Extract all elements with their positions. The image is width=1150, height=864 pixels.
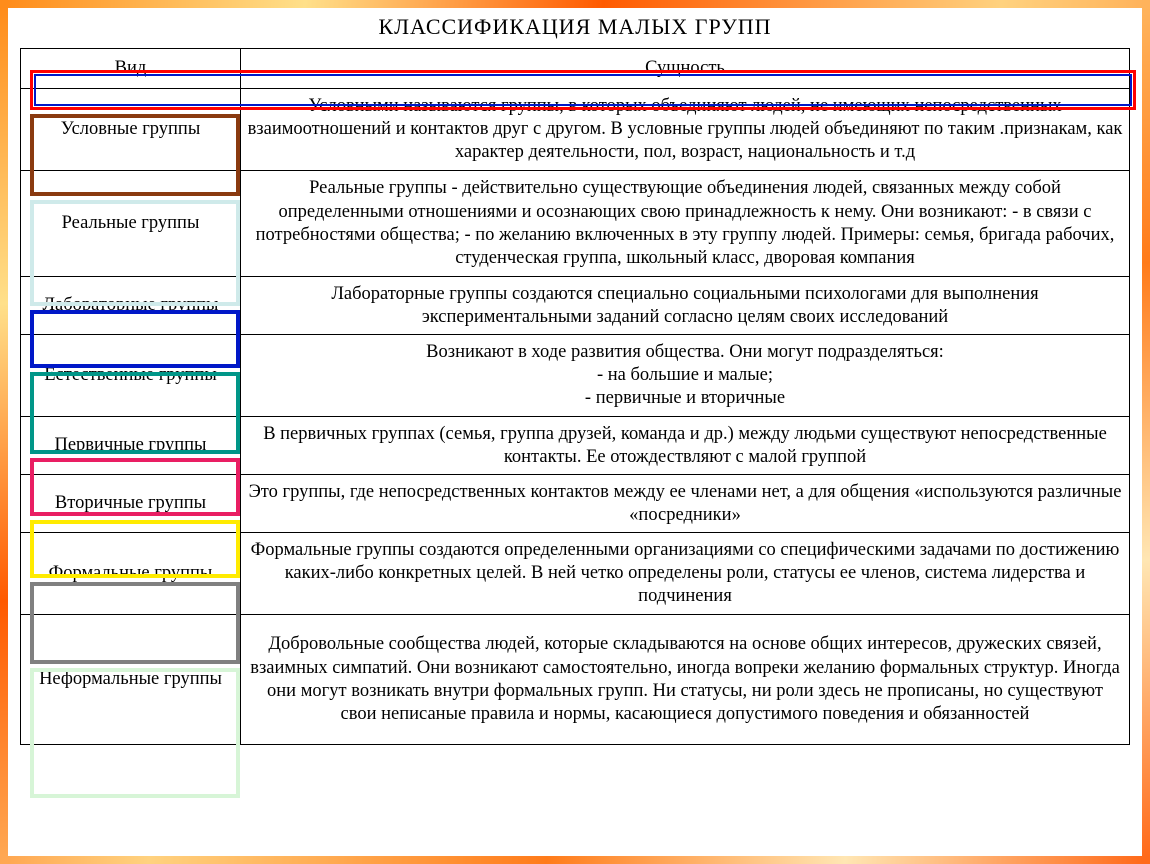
- cell-desc: Это группы, где непосредственных контакт…: [241, 475, 1130, 533]
- slide: КЛАССИФИКАЦИЯ МАЛЫХ ГРУПП Вид Сущность У…: [0, 0, 1150, 864]
- table-row: Вторичные группыЭто группы, где непосред…: [21, 475, 1130, 533]
- cell-kind: Вторичные группы: [21, 475, 241, 533]
- table-row: Первичные группыВ первичных группах (сем…: [21, 417, 1130, 475]
- cell-kind: Реальные группы: [21, 171, 241, 277]
- cell-kind: Неформальные группы: [21, 615, 241, 745]
- cell-desc: Реальные группы - действительно существу…: [241, 171, 1130, 277]
- cell-desc: Лабораторные группы создаются специально…: [241, 277, 1130, 335]
- table-row: Реальные группыРеальные группы - действи…: [21, 171, 1130, 277]
- cell-desc: Условными называются группы, в которых о…: [241, 89, 1130, 171]
- header-essence: Сущность: [241, 49, 1130, 89]
- table-row: Условные группыУсловными называются груп…: [21, 89, 1130, 171]
- page-title: КЛАССИФИКАЦИЯ МАЛЫХ ГРУПП: [8, 14, 1142, 40]
- cell-desc: В первичных группах (семья, группа друзе…: [241, 417, 1130, 475]
- cell-desc: Формальные группы создаются определенным…: [241, 533, 1130, 615]
- cell-desc: Возникают в ходе развития общества. Они …: [241, 335, 1130, 417]
- table-row: Формальные группыФормальные группы созда…: [21, 533, 1130, 615]
- classification-table: Вид Сущность Условные группыУсловными на…: [20, 48, 1130, 745]
- table-row: Неформальные группыДобровольные сообщест…: [21, 615, 1130, 745]
- cell-kind: Первичные группы: [21, 417, 241, 475]
- table-wrap: Вид Сущность Условные группыУсловными на…: [8, 48, 1142, 757]
- cell-kind: Естественные группы: [21, 335, 241, 417]
- table-row: Лабораторные группыЛабораторные группы с…: [21, 277, 1130, 335]
- cell-kind: Формальные группы: [21, 533, 241, 615]
- cell-kind: Лабораторные группы: [21, 277, 241, 335]
- cell-kind: Условные группы: [21, 89, 241, 171]
- table-row: Естественные группыВозникают в ходе разв…: [21, 335, 1130, 417]
- cell-desc: Добровольные сообщества людей, которые с…: [241, 615, 1130, 745]
- header-kind: Вид: [21, 49, 241, 89]
- table-header-row: Вид Сущность: [21, 49, 1130, 89]
